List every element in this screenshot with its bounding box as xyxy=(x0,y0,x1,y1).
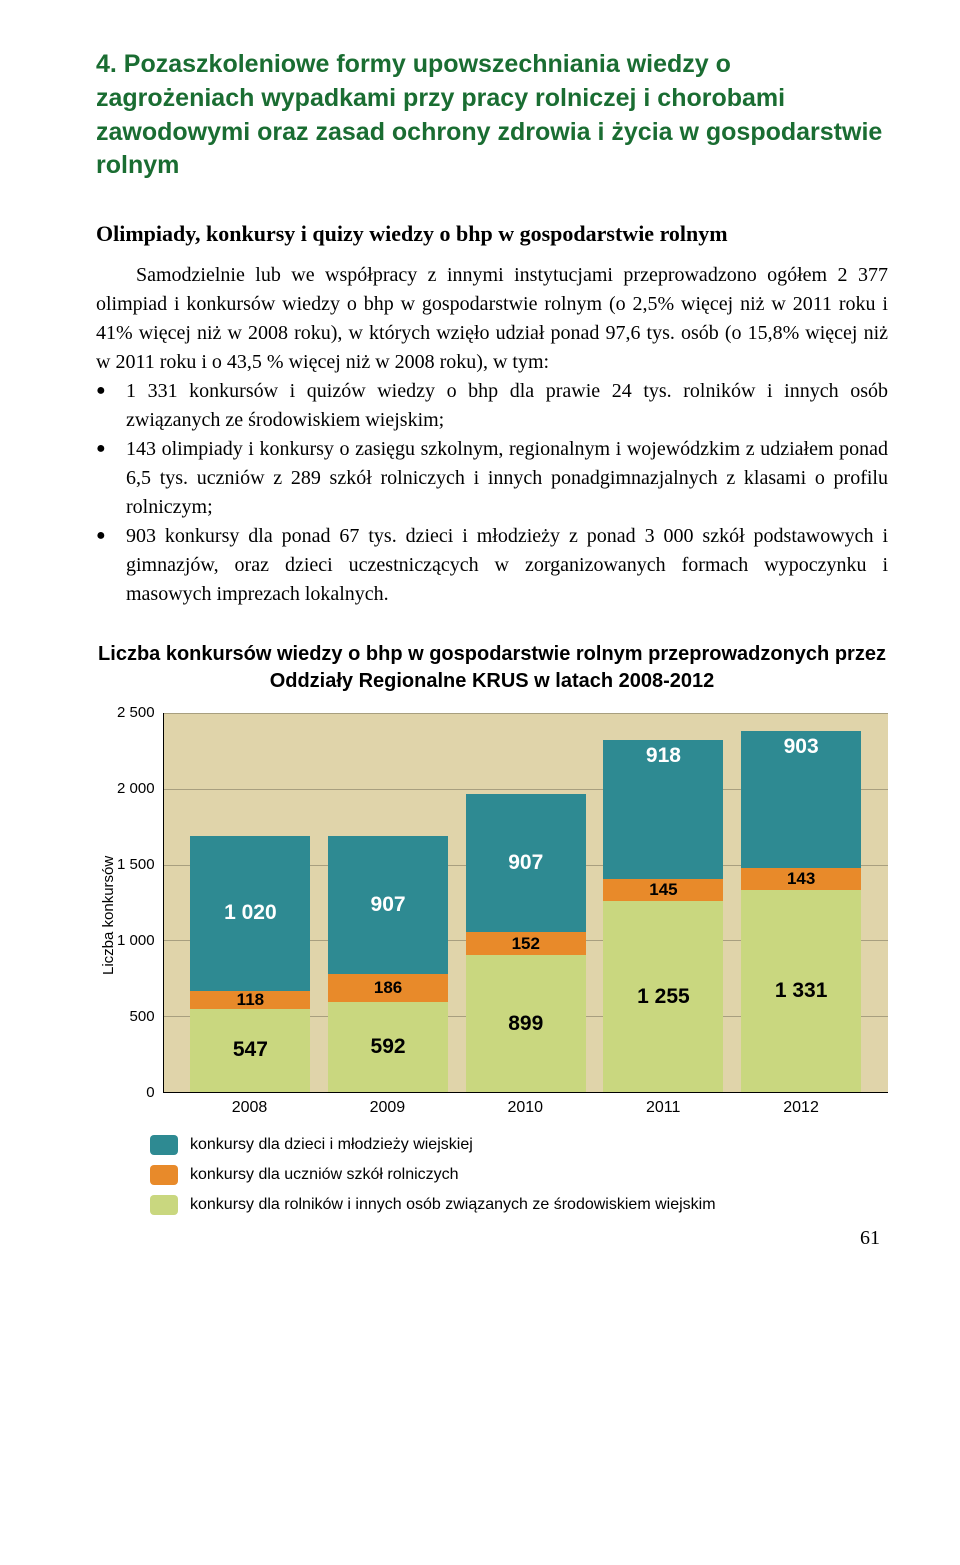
list-item: 143 olimpiady i konkursy o zasięgu szkol… xyxy=(96,435,888,522)
bar-segment-rolnicy: 592 xyxy=(328,1002,448,1092)
bar-value-label: 1 331 xyxy=(775,979,828,1003)
bar-segment-dzieci: 918 xyxy=(603,740,723,880)
x-tick-label: 2008 xyxy=(189,1099,309,1117)
legend-label: konkursy dla uczniów szkół rolniczych xyxy=(190,1166,459,1184)
bar-segment-uczniowie: 186 xyxy=(328,974,448,1002)
legend-label: konkursy dla dzieci i młodzieży wiejskie… xyxy=(190,1136,473,1154)
bar-value-label: 143 xyxy=(787,869,815,889)
bar-value-label: 186 xyxy=(374,978,402,998)
legend-item: konkursy dla dzieci i młodzieży wiejskie… xyxy=(150,1135,888,1155)
legend-label: konkursy dla rolników i innych osób zwią… xyxy=(190,1196,716,1214)
bar-segment-rolnicy: 547 xyxy=(190,1009,310,1092)
bar-value-label: 152 xyxy=(512,934,540,954)
bar-segment-uczniowie: 118 xyxy=(190,991,310,1009)
legend-item: konkursy dla uczniów szkół rolniczych xyxy=(150,1165,888,1185)
page-number: 61 xyxy=(96,1227,888,1250)
bar-value-label: 899 xyxy=(508,1012,543,1036)
bar-segment-uczniowie: 145 xyxy=(603,879,723,901)
legend-swatch xyxy=(150,1135,178,1155)
chart-title: Liczba konkursów wiedzy o bhp w gospodar… xyxy=(96,641,888,695)
bar-column: 1 255 145 918 xyxy=(603,740,723,1092)
bar-value-label: 918 xyxy=(646,744,681,768)
list-item: 1 331 konkursów i quizów wiedzy o bhp dl… xyxy=(96,377,888,435)
bullet-list: 1 331 konkursów i quizów wiedzy o bhp dl… xyxy=(96,377,888,609)
bar-column: 592 186 907 xyxy=(328,836,448,1092)
chart-x-axis: 2008 2009 2010 2011 2012 xyxy=(163,1093,888,1117)
bar-value-label: 907 xyxy=(371,893,406,917)
x-tick-label: 2010 xyxy=(465,1099,585,1117)
bar-segment-uczniowie: 143 xyxy=(741,868,861,890)
chart-plot-column: 547 118 1 020 592 186 907 899 152 907 1 255 145 918… xyxy=(163,713,888,1117)
chart: Liczba konkursów 2 5002 0001 5001 000500… xyxy=(96,713,888,1117)
page: 4. Pozaszkoleniowe formy upowszechniania… xyxy=(0,0,960,1282)
bar-value-label: 903 xyxy=(784,735,819,759)
list-item: 903 konkursy dla ponad 67 tys. dzieci i … xyxy=(96,522,888,609)
subsection-heading: Olimpiady, konkursy i quizy wiedzy o bhp… xyxy=(96,221,888,247)
bar-value-label: 118 xyxy=(237,990,264,1010)
intro-paragraph: Samodzielnie lub we współpracy z innymi … xyxy=(96,261,888,377)
chart-legend: konkursy dla dzieci i młodzieży wiejskie… xyxy=(150,1135,888,1215)
bar-value-label: 1 255 xyxy=(637,985,690,1009)
bar-value-label: 1 020 xyxy=(224,901,277,925)
x-tick-label: 2009 xyxy=(327,1099,447,1117)
bar-segment-rolnicy: 899 xyxy=(466,955,586,1092)
bar-value-label: 145 xyxy=(649,880,677,900)
bar-segment-dzieci: 903 xyxy=(741,731,861,868)
bar-segment-dzieci: 907 xyxy=(466,794,586,932)
bar-segment-rolnicy: 1 255 xyxy=(603,901,723,1092)
bar-value-label: 592 xyxy=(371,1035,406,1059)
bar-column: 899 152 907 xyxy=(466,794,586,1092)
legend-swatch xyxy=(150,1195,178,1215)
chart-y-axis-label: Liczba konkursów xyxy=(96,713,117,1117)
chart-bars: 547 118 1 020 592 186 907 899 152 907 1 255 145 918… xyxy=(164,713,888,1092)
bar-segment-uczniowie: 152 xyxy=(466,932,586,955)
chart-plot-area: 547 118 1 020 592 186 907 899 152 907 1 255 145 918… xyxy=(163,713,888,1093)
legend-item: konkursy dla rolników i innych osób zwią… xyxy=(150,1195,888,1215)
legend-swatch xyxy=(150,1165,178,1185)
chart-grid: 2 5002 0001 5001 0005000 547 118 1 020 592 1… xyxy=(117,713,888,1117)
section-heading: 4. Pozaszkoleniowe formy upowszechniania… xyxy=(96,48,888,183)
bar-value-label: 547 xyxy=(233,1038,268,1062)
bar-column: 547 118 1 020 xyxy=(190,836,310,1092)
chart-y-axis: 2 5002 0001 5001 0005000 xyxy=(117,713,163,1093)
bar-value-label: 907 xyxy=(508,851,543,875)
bar-segment-rolnicy: 1 331 xyxy=(741,890,861,1092)
x-tick-label: 2011 xyxy=(603,1099,723,1117)
x-tick-label: 2012 xyxy=(741,1099,861,1117)
bar-segment-dzieci: 907 xyxy=(328,836,448,974)
bar-segment-dzieci: 1 020 xyxy=(190,836,310,991)
bar-column: 1 331 143 903 xyxy=(741,731,861,1092)
